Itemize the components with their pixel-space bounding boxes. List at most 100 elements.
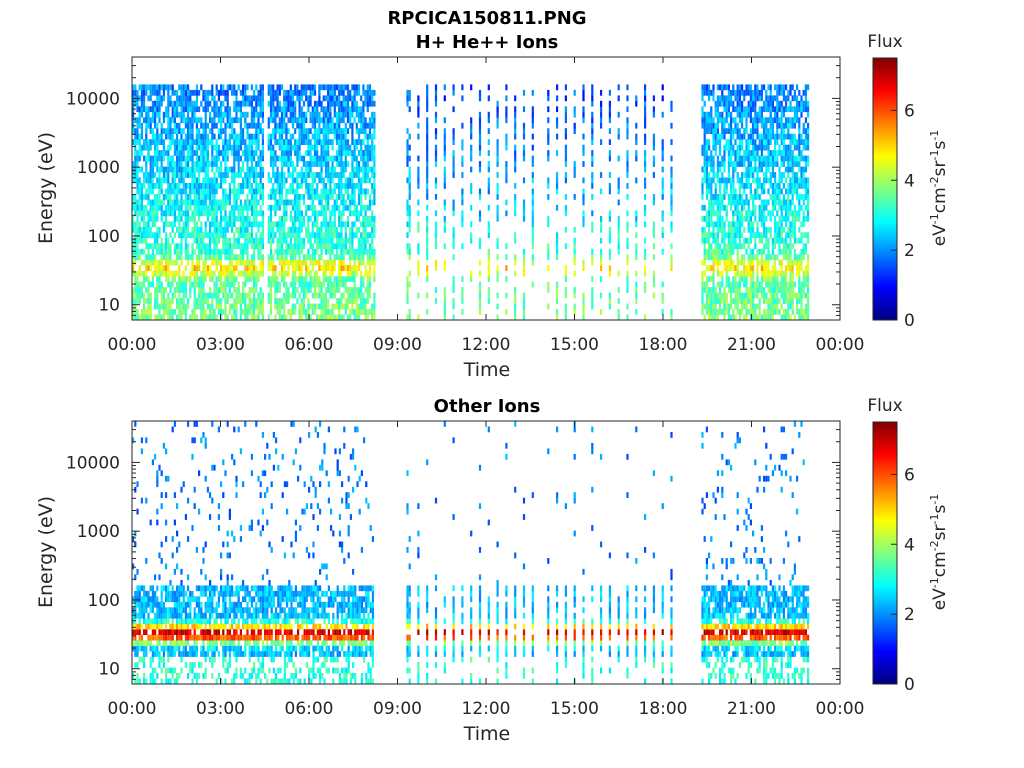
heatmap-cell [138,237,141,244]
heatmap-cell [138,183,141,189]
heatmap-cell [178,144,181,151]
heatmap-cell [298,139,301,145]
heatmap-cell [360,117,363,124]
heatmap-cell [505,243,508,250]
heatmap-cell [189,139,192,145]
heatmap-cell [235,254,238,261]
heatmap-cell [259,161,262,167]
heatmap-cell [217,150,220,156]
heatmap-cell [505,111,508,118]
heatmap-cell [276,188,279,195]
heatmap-cell [184,155,187,162]
heatmap-cell [426,161,429,167]
heatmap-cell [305,204,308,211]
heatmap-cell [140,314,143,321]
heatmap-cell [738,298,741,304]
heatmap-cell [716,122,719,129]
heatmap-cell [169,232,172,239]
heatmap-cell [294,276,297,282]
heatmap-cell [169,314,172,321]
heatmap-cell [316,139,319,145]
heatmap-cell [259,122,262,129]
heatmap-cell [134,144,137,151]
heatmap-cell [180,139,183,145]
heatmap-cell [136,133,139,140]
heatmap-cell [635,122,638,129]
heatmap-cell [313,270,317,277]
heatmap-cell [213,226,216,233]
heatmap-cell [591,292,594,299]
heatmap-cell [217,237,220,244]
heatmap-cell [248,221,251,228]
heatmap-cell [298,194,301,200]
heatmap-cell [701,298,704,304]
heatmap-cell [158,194,161,200]
heatmap-cell [257,183,260,189]
heatmap-cell [244,117,247,124]
heatmap-cell [406,221,409,228]
heatmap-cell [522,128,526,134]
heatmap-cell [322,95,325,102]
heatmap-cell [300,265,303,271]
heatmap-cell [269,204,273,211]
heatmap-cell [478,111,482,118]
heatmap-cell [661,232,664,239]
heatmap-cell [209,139,212,145]
heatmap-cell [564,243,567,250]
heatmap-cell [235,314,238,321]
heatmap-cell [261,172,264,178]
heatmap-cell [176,139,179,145]
heatmap-cell [300,139,303,145]
heatmap-cell [154,210,157,217]
heatmap-cell [340,281,343,288]
heatmap-cell [316,172,319,178]
heatmap-cell [149,144,152,151]
heatmap-cell [727,276,730,282]
heatmap-cell [478,188,482,195]
heatmap-cell [719,210,722,217]
heatmap-cell [204,106,207,113]
heatmap-cell [259,95,262,102]
heatmap-cell [269,226,273,233]
heatmap-cell [333,276,336,282]
heatmap-cell [351,161,354,167]
heatmap-cell [198,281,201,288]
heatmap-cell [329,292,332,299]
figure-title: RPCICA150811.PNG [387,8,586,29]
heatmap-cell [138,199,141,206]
heatmap-cell [280,122,284,129]
heatmap-cell [635,100,638,107]
heatmap-cell [316,161,319,167]
heatmap-cell [564,265,567,271]
heatmap-cell [200,270,203,277]
heatmap-cell [136,232,139,239]
heatmap-cell [187,150,190,156]
heatmap-cell [278,100,281,107]
heatmap-cell [342,248,345,255]
heatmap-cell [231,133,234,140]
heatmap-cell [703,84,706,91]
heatmap-cell [239,100,242,107]
heatmap-cell [644,150,647,156]
heatmap-cell [182,100,185,107]
heatmap-cell [338,276,341,282]
heatmap-cell [291,309,295,315]
heatmap-cell [617,111,620,118]
heatmap-cell [178,226,181,233]
heatmap-cell [182,150,185,156]
heatmap-cell [734,150,737,156]
heatmap-cell [708,144,711,151]
heatmap-cell [193,314,196,321]
heatmap-cell [228,276,231,282]
heatmap-cell [705,194,708,200]
heatmap-cell [162,89,165,96]
heatmap-cell [351,128,354,134]
heatmap-cell [705,84,708,91]
heatmap-cell [531,172,534,178]
heatmap-cell [253,122,256,129]
heatmap-cell [253,95,256,102]
heatmap-cell [452,243,455,250]
heatmap-cell [307,226,310,233]
heatmap-cell [136,106,139,113]
heatmap-cell [180,309,183,315]
